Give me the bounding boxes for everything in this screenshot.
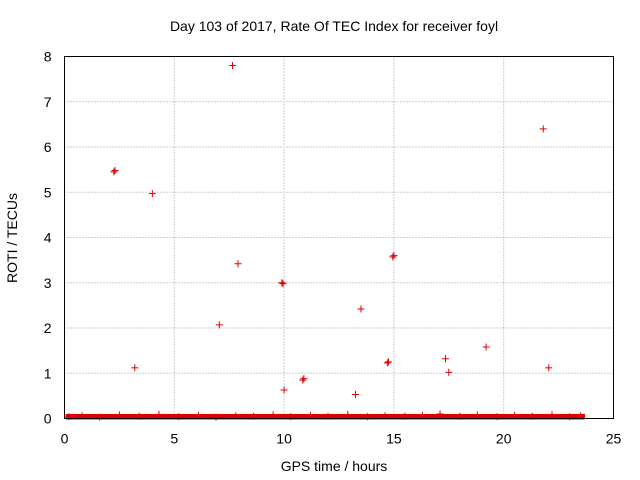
data-point [436,410,444,418]
y-tick-label: 2 [44,320,52,336]
data-point [278,279,286,287]
data-point [364,413,372,421]
y-axis-label: ROTI / TECUs [4,193,20,283]
data-point [545,364,553,372]
data-point [566,413,574,421]
x-tick-label: 5 [170,431,178,447]
data-point [300,375,308,383]
x-tick-label: 15 [386,431,402,447]
data-point [511,411,519,419]
data-point [212,413,220,421]
data-point [115,411,123,419]
data-point [418,411,426,419]
y-tick-labels: 0 1 2 3 4 5 6 7 8 [44,49,52,427]
y-tick-label: 1 [44,365,52,381]
x-tick-label: 20 [496,431,512,447]
data-point [269,411,277,419]
y-tick-label: 3 [44,275,52,291]
data-point [175,413,183,421]
data-point [279,280,287,288]
data-point [383,359,391,367]
data-point [194,411,202,419]
data-point [65,413,73,421]
data-point [539,125,547,133]
data-point [344,410,352,418]
y-tick-label: 7 [44,94,52,110]
data-point [493,413,501,421]
axis-ticks [65,57,614,419]
x-tick-label: 0 [61,431,69,447]
data-point [111,167,119,175]
data-point [357,305,365,313]
x-tick-label: 25 [606,431,622,447]
data-point [389,253,397,261]
y-tick-label: 6 [44,139,52,155]
y-tick-label: 4 [44,230,52,246]
data-point [131,364,139,372]
data-points [65,62,585,421]
data-point [351,391,359,399]
data-point [548,411,556,419]
data-point [442,355,450,363]
data-point [215,321,223,329]
y-tick-label: 0 [44,411,52,427]
data-point [280,386,288,394]
chart-title: Day 103 of 2017, Rate Of TEC Index for r… [170,18,498,34]
data-point [228,62,236,70]
data-point [482,343,490,351]
x-tick-labels: 0 5 10 15 20 25 [61,431,622,447]
x-axis-label: GPS time / hours [281,458,388,474]
data-point [110,168,118,176]
data-point [148,190,156,198]
data-point [445,368,453,376]
grid-lines [64,56,614,419]
data-point [299,376,307,384]
data-point [306,411,314,419]
data-point [390,252,398,260]
data-point [155,410,163,418]
y-tick-label: 5 [44,184,52,200]
data-point [287,413,295,421]
data-point [384,358,392,366]
data-point [96,413,104,421]
data-point [473,411,481,419]
plot-frame [64,56,614,419]
x-tick-label: 10 [276,431,292,447]
y-tick-label: 8 [44,49,52,65]
data-point [234,260,242,268]
